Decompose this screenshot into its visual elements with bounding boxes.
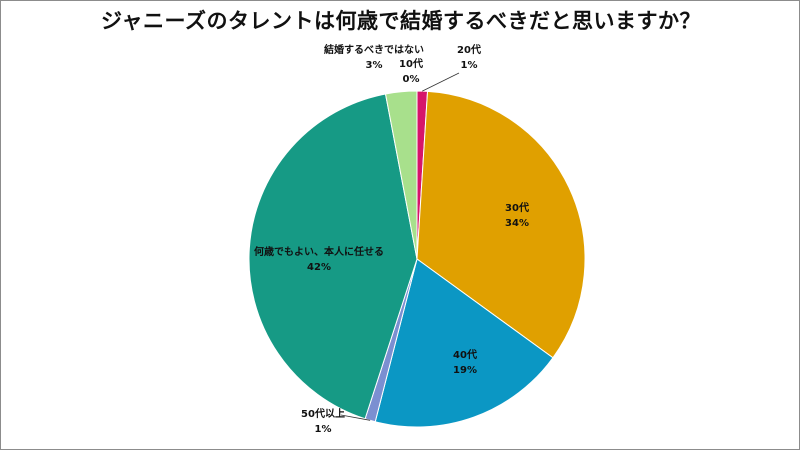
slice-value-5: 3% — [366, 60, 383, 71]
slice-value-1: 34% — [505, 218, 529, 229]
slice-value-2: 19% — [453, 365, 477, 376]
slice-label-6: 10代 — [399, 57, 423, 70]
slice-label-2: 40代 — [453, 348, 477, 361]
slice-value-0: 1% — [461, 60, 478, 71]
chart-title: ジャニーズのタレントは何歳で結婚するべきだと思いますか？ — [101, 9, 701, 33]
pie-slice-2 — [374, 258, 554, 428]
slice-label-3: 50代以上 — [301, 407, 345, 420]
pie-slice-1 — [416, 90, 586, 359]
leader-line-0 — [422, 72, 460, 92]
pie-slice-5 — [384, 90, 418, 260]
slice-value-6: 0% — [403, 74, 420, 85]
slice-label-0: 20代 — [457, 43, 481, 56]
slice-value-3: 1% — [315, 424, 332, 435]
slice-label-5: 結婚するべきではない — [324, 43, 424, 56]
slice-value-4: 42% — [307, 262, 331, 273]
slice-label-4: 何歳でもよい、本人に任せる — [254, 245, 384, 258]
slice-label-1: 30代 — [505, 201, 529, 214]
leader-line-3 — [340, 414, 371, 421]
pie-slice-4 — [248, 93, 418, 420]
